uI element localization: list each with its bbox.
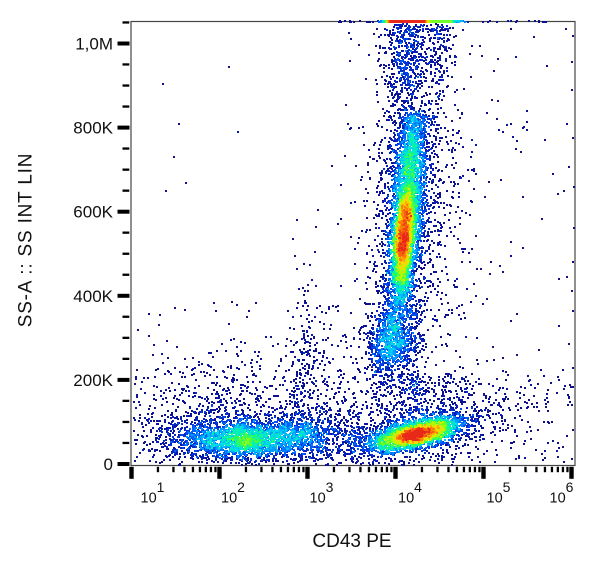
svg-text:800K: 800K [73,119,113,138]
svg-text:600K: 600K [73,203,113,222]
svg-text:200K: 200K [73,371,113,390]
svg-text:1,0M: 1,0M [75,35,113,54]
svg-text:400K: 400K [73,287,113,306]
svg-text:SS-A :: SS INT LIN: SS-A :: SS INT LIN [16,153,37,328]
svg-text:CD43 PE: CD43 PE [312,531,391,552]
svg-text:0: 0 [104,455,113,474]
